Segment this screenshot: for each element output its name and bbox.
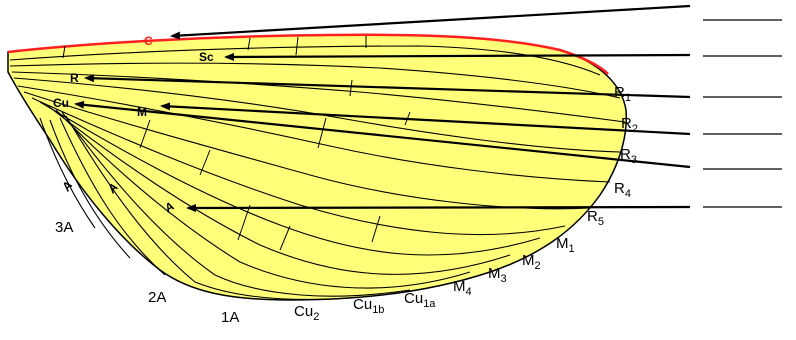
arrow-costa: [170, 4, 691, 40]
arrow-subcosta: [224, 52, 691, 61]
radius-label: R: [70, 71, 79, 85]
label-m1: M1: [556, 235, 575, 255]
label-cu1a: Cu1a: [404, 290, 436, 310]
arrow-media: [160, 102, 691, 136]
label-r2: R2: [621, 115, 638, 135]
label-m4: M4: [453, 278, 472, 298]
longitudinal-veins: [9, 45, 626, 300]
label-cu2: Cu2: [294, 303, 319, 323]
label-r1: R1: [614, 84, 631, 104]
media-label: M: [137, 105, 147, 119]
label-m3: M3: [488, 265, 507, 285]
label-arrows: [74, 4, 691, 212]
label-cu1b: Cu1b: [353, 296, 384, 316]
arrow-cubitus: [74, 100, 691, 169]
arrow-anal: [186, 203, 691, 212]
costa-label: C: [144, 34, 153, 48]
arrow-radius: [84, 74, 691, 99]
cubitus-label: Cu: [53, 96, 69, 110]
answer-lines: [703, 19, 782, 208]
label-1a: 1A: [221, 309, 239, 326]
label-r3: R3: [620, 146, 637, 166]
subcosta-label: Sc: [199, 50, 214, 64]
label-3a: 3A: [55, 219, 73, 236]
cross-veins: [62, 36, 411, 251]
label-m2: M2: [522, 252, 541, 272]
label-r4: R4: [614, 180, 631, 200]
label-2a: 2A: [148, 289, 166, 306]
label-r5: R5: [587, 208, 604, 228]
costal-margin: [7, 33, 609, 75]
